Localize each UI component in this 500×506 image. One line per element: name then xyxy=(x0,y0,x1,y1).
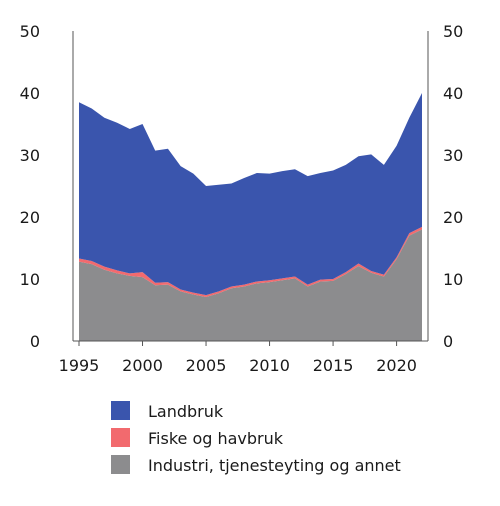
x-tick-label: 2010 xyxy=(249,356,290,375)
area-layers xyxy=(79,93,422,341)
legend-label: Industri, tjenesteyting og annet xyxy=(148,456,401,475)
y-tick-label-right: 0 xyxy=(443,332,453,351)
y-tick-label-left: 0 xyxy=(30,332,40,351)
x-tick-label: 2005 xyxy=(186,356,227,375)
legend-swatch xyxy=(111,401,130,420)
x-tick-labels: 1995 2000 2005 2010 2015 2020 xyxy=(59,341,417,375)
y-tick-label-left: 40 xyxy=(20,84,40,103)
legend-swatch xyxy=(111,455,130,474)
legend-label: Landbruk xyxy=(148,402,224,421)
x-tick-label: 2020 xyxy=(376,356,417,375)
legend: Landbruk Fiske og havbruk Industri, tjenes… xyxy=(111,401,401,475)
right-y-tick-labels: 0 10 20 30 40 50 xyxy=(443,22,463,351)
y-tick-label-left: 30 xyxy=(20,146,40,165)
area-landbruk xyxy=(79,93,422,296)
y-tick-label-left: 10 xyxy=(20,270,40,289)
y-tick-label-right: 40 xyxy=(443,84,463,103)
y-tick-label-left: 20 xyxy=(20,208,40,227)
axes xyxy=(72,31,429,342)
y-tick-label-right: 50 xyxy=(443,22,463,41)
area-industri-tjenesteyting-og-annet xyxy=(79,229,422,341)
x-tick-label: 2000 xyxy=(122,356,163,375)
y-tick-label-right: 20 xyxy=(443,208,463,227)
y-tick-label-right: 10 xyxy=(443,270,463,289)
y-tick-label-right: 30 xyxy=(443,146,463,165)
x-tick-label: 2015 xyxy=(313,356,354,375)
y-tick-label-left: 50 xyxy=(20,22,40,41)
legend-swatch xyxy=(111,428,130,447)
legend-label: Fiske og havbruk xyxy=(148,429,284,448)
left-y-tick-labels: 0 10 20 30 40 50 xyxy=(20,22,40,351)
x-tick-label: 1995 xyxy=(59,356,100,375)
